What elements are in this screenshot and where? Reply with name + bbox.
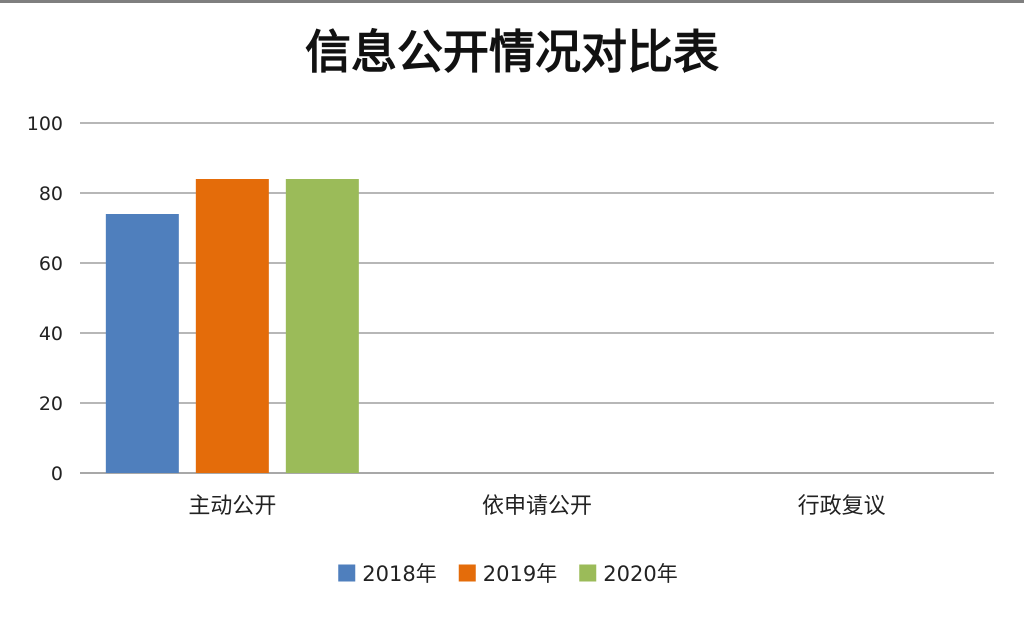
x-category-label: 行政复议: [798, 494, 886, 519]
chart-title: 信息公开情况对比表: [305, 25, 719, 79]
bars: [105, 179, 359, 473]
bar: [195, 179, 269, 473]
legend-label: 2020年: [603, 562, 677, 586]
legend-label: 2019年: [483, 562, 557, 586]
y-axis-ticks: 0 20 40 60 80 100: [27, 113, 63, 485]
legend-swatch: [579, 564, 597, 582]
legend-swatch: [458, 564, 476, 582]
legend-swatch: [338, 564, 356, 582]
legend-label: 2018年: [362, 562, 436, 586]
y-tick-label: 40: [39, 323, 63, 345]
legend: 2018年 2019年 2020年: [338, 562, 678, 586]
x-category-label: 依申请公开: [482, 494, 592, 519]
x-category-label: 主动公开: [188, 494, 276, 519]
y-tick-label: 100: [27, 113, 63, 135]
y-tick-label: 20: [39, 393, 63, 415]
y-tick-label: 80: [39, 183, 63, 205]
bar: [105, 214, 179, 473]
bar: [285, 179, 359, 473]
x-axis-categories: 主动公开 依申请公开 行政复议: [188, 494, 885, 519]
top-border: [0, 0, 1024, 3]
y-tick-label: 0: [51, 463, 63, 485]
y-tick-label: 60: [39, 253, 63, 275]
